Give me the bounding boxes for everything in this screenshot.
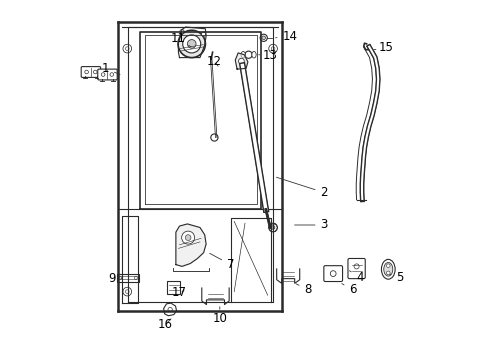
Circle shape (134, 276, 137, 279)
Circle shape (168, 307, 172, 312)
Ellipse shape (384, 262, 393, 276)
FancyBboxPatch shape (348, 258, 365, 279)
FancyBboxPatch shape (81, 67, 100, 77)
Text: 16: 16 (158, 318, 172, 331)
Ellipse shape (252, 51, 256, 58)
Circle shape (123, 44, 132, 53)
Circle shape (85, 70, 88, 74)
Circle shape (201, 32, 206, 36)
Circle shape (387, 264, 390, 267)
Circle shape (183, 35, 201, 53)
Circle shape (271, 226, 275, 229)
Circle shape (119, 276, 122, 279)
Text: 8: 8 (296, 283, 312, 296)
Text: 6: 6 (342, 283, 357, 296)
Polygon shape (164, 303, 176, 316)
Circle shape (125, 290, 129, 293)
Ellipse shape (381, 259, 395, 279)
Text: 15: 15 (374, 41, 393, 54)
FancyBboxPatch shape (167, 281, 180, 294)
Text: 3: 3 (294, 219, 328, 231)
FancyBboxPatch shape (117, 274, 139, 282)
Text: 5: 5 (390, 271, 403, 284)
Text: 7: 7 (210, 253, 234, 271)
Circle shape (354, 264, 359, 269)
Text: 13: 13 (259, 49, 278, 62)
Circle shape (123, 287, 132, 296)
Text: 11: 11 (171, 32, 191, 47)
Circle shape (239, 58, 245, 64)
Circle shape (271, 47, 275, 50)
Polygon shape (235, 53, 248, 69)
Circle shape (330, 271, 336, 276)
Circle shape (101, 73, 105, 76)
Circle shape (125, 47, 129, 50)
Text: 12: 12 (207, 55, 222, 68)
Circle shape (187, 40, 196, 48)
Circle shape (260, 34, 268, 41)
Circle shape (94, 70, 97, 74)
Circle shape (269, 223, 277, 232)
Text: 10: 10 (212, 307, 227, 325)
Ellipse shape (241, 51, 245, 58)
Text: 1: 1 (101, 62, 120, 75)
Circle shape (182, 231, 195, 244)
Circle shape (211, 134, 218, 141)
FancyBboxPatch shape (324, 266, 343, 282)
Text: 17: 17 (172, 286, 187, 299)
Circle shape (180, 30, 184, 34)
Text: 2: 2 (276, 177, 328, 199)
Circle shape (269, 44, 277, 53)
Circle shape (185, 235, 191, 240)
Polygon shape (202, 288, 229, 305)
Polygon shape (277, 269, 300, 283)
Circle shape (178, 30, 205, 58)
Circle shape (387, 271, 390, 275)
Circle shape (262, 36, 266, 40)
FancyBboxPatch shape (98, 69, 117, 80)
Polygon shape (176, 224, 206, 266)
Text: 4: 4 (349, 271, 364, 284)
Text: 14: 14 (275, 30, 297, 42)
Text: 9: 9 (108, 273, 122, 285)
Circle shape (110, 73, 114, 76)
Circle shape (245, 51, 252, 58)
